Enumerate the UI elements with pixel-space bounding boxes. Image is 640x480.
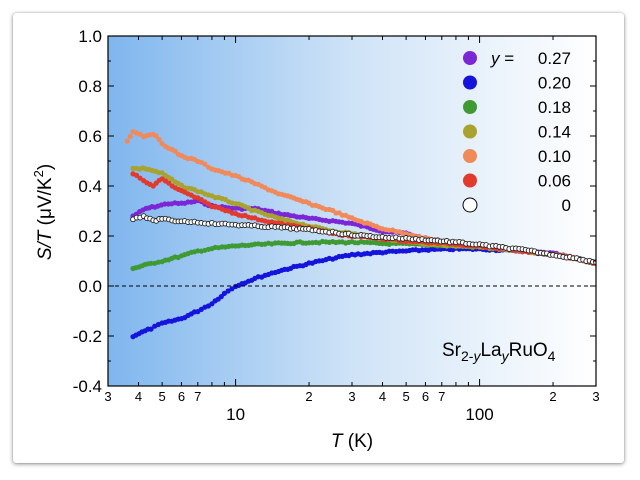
series-0 [130,213,596,266]
data-point [229,286,235,292]
y-tick-label: 1.0 [78,27,102,46]
legend-marker [463,124,477,139]
y-axis-label: S/T (μV/K2) [31,164,56,260]
compound-formula: Sr2-yLayRuO4 [442,340,556,364]
legend-marker [463,75,477,90]
x-minor-tick-label: 3 [592,389,599,404]
x-major-tick-label: 100 [465,405,493,424]
x-minor-tick-label: 5 [403,389,410,404]
data-point [166,180,172,186]
legend-entry-label: 0.20 [538,74,571,93]
legend-marker [463,173,477,188]
legend-marker [462,197,478,213]
data-point [202,161,208,167]
data-point [127,133,133,139]
legend-marker [463,51,477,65]
data-point [218,294,224,300]
x-minor-tick-label: 3 [348,389,355,404]
y-tick-label: 0.2 [78,227,102,246]
legend: 0.27 0.20 0.18 0.14 0.10 0.06 0 y = [462,49,571,215]
data-point [153,133,159,139]
x-minor-tick-label: 3 [104,389,111,404]
legend-entry-label: 0 [562,196,571,215]
y-tick-label: 0.4 [78,177,102,196]
x-minor-tick-label: 2 [305,389,312,404]
legend-marker [463,100,477,114]
legend-variable: y = [490,49,514,68]
x-minor-tick-label: 7 [194,389,201,404]
data-point [124,138,130,144]
data-point [205,201,211,207]
data-point [172,148,178,154]
x-axis-label: T (K) [331,431,373,452]
legend-entry-label: 0.06 [538,172,571,191]
y-tick-label: 0.6 [78,127,102,146]
legend-entry-label: 0.10 [538,147,571,166]
y-tick-label: 0.8 [78,77,102,96]
legend-marker [463,149,477,163]
plot-background [108,36,596,386]
data-point [148,260,154,266]
x-minor-tick-label: 7 [438,389,445,404]
data-point [148,326,154,332]
data-point [225,288,231,294]
data-point [134,172,140,178]
x-major-tick-label: 10 [226,405,245,424]
x-minor-tick-label: 6 [178,389,185,404]
y-tick-label: 0.0 [78,277,102,296]
legend-entry-label: 0.14 [538,123,571,142]
x-minor-tick-label: 2 [549,389,556,404]
legend-entry-label: 0.27 [538,49,571,68]
legend-entry-label: 0.18 [538,98,571,117]
y-axis-ticks: -0.4 -0.2 0.0 0.2 0.4 0.6 0.8 1.0 [73,27,596,396]
y-tick-label: -0.4 [73,377,102,396]
x-minor-tick-label: 6 [422,389,429,404]
data-point [221,290,227,296]
x-minor-tick-label: 4 [379,389,386,404]
data-point [156,136,162,143]
x-minor-tick-label: 5 [159,389,166,404]
data-points-layer [124,129,596,340]
x-minor-tick-label: 4 [135,389,142,404]
y-tick-label: -0.2 [73,327,102,346]
